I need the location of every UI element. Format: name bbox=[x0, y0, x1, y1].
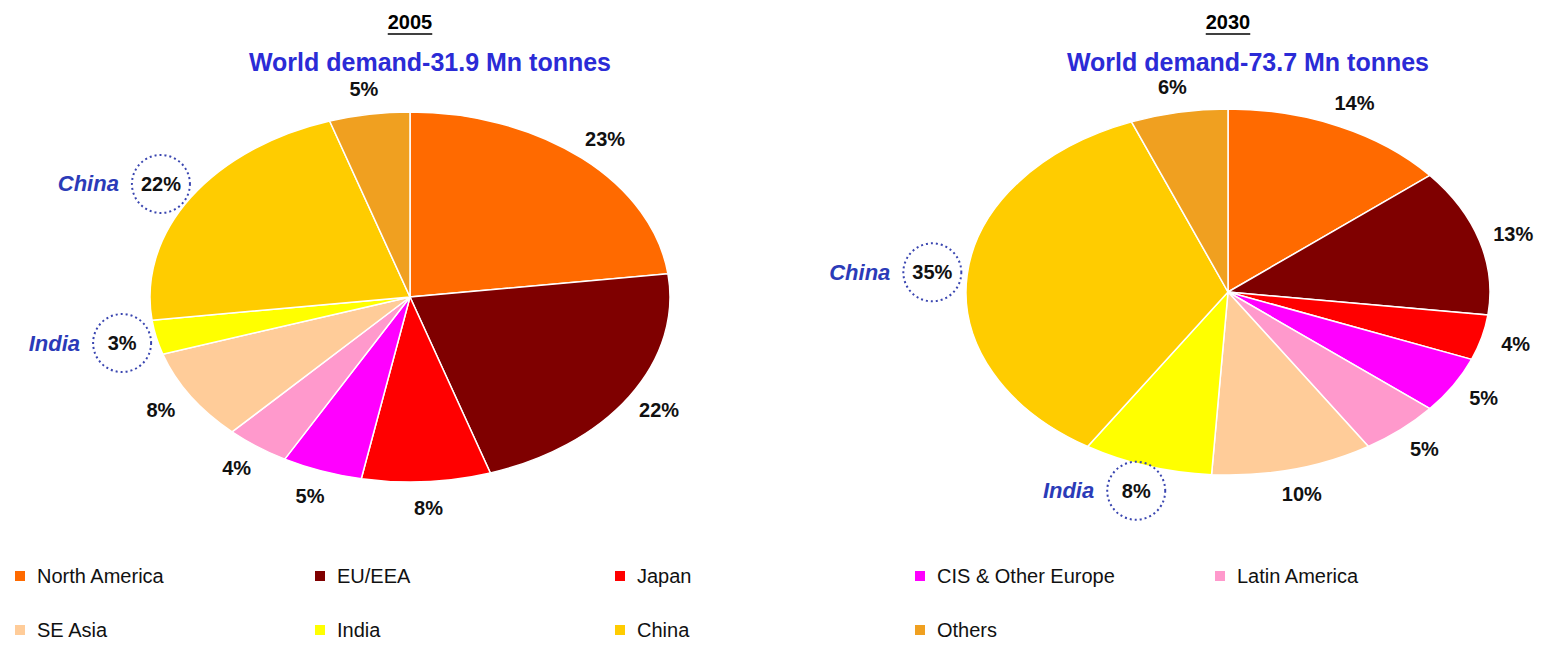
annotation: India bbox=[1043, 478, 1094, 503]
data-label: 10% bbox=[1282, 483, 1322, 505]
data-label: 6% bbox=[1158, 76, 1187, 98]
legend-swatch bbox=[615, 625, 625, 635]
legend-label: CIS & Other Europe bbox=[937, 565, 1115, 587]
legend-swatch bbox=[315, 625, 325, 635]
legend-item: India bbox=[315, 619, 381, 641]
annotation: China bbox=[829, 260, 890, 285]
legend-item: China bbox=[615, 619, 690, 641]
title-underline bbox=[388, 33, 433, 35]
legend: North America EU/EEA Japan CIS & Other Euro… bbox=[15, 565, 1359, 641]
data-label: 14% bbox=[1334, 92, 1374, 114]
annotation: China bbox=[58, 171, 119, 196]
pie-slice bbox=[1228, 175, 1490, 315]
annotation-ring bbox=[93, 314, 151, 372]
pie-panel: 2005 World demand-31.9 Mn tonnes 23% 22% 8% 5… bbox=[29, 11, 680, 519]
pie-panel: 2030 World demand-73.7 Mn tonnes 14% 13% 4% 5… bbox=[829, 11, 1533, 520]
legend-swatch bbox=[915, 571, 925, 581]
data-label: 5% bbox=[296, 485, 325, 507]
legend-label: Latin America bbox=[1237, 565, 1359, 587]
data-label: 8% bbox=[414, 497, 443, 519]
pie-title: 2005 bbox=[388, 11, 433, 33]
legend-label: China bbox=[637, 619, 690, 641]
pie-subtitle: World demand-73.7 Mn tonnes bbox=[1067, 48, 1429, 76]
pie-slice bbox=[1132, 109, 1228, 292]
title-underline bbox=[1206, 33, 1251, 35]
annotation-ring bbox=[903, 243, 961, 301]
legend-label: SE Asia bbox=[37, 619, 108, 641]
data-label: 35% bbox=[912, 261, 952, 283]
data-label: 4% bbox=[1501, 333, 1530, 355]
legend-label: Others bbox=[937, 619, 997, 641]
annotation: India bbox=[29, 331, 80, 356]
legend-label: Japan bbox=[637, 565, 692, 587]
data-label: 5% bbox=[1469, 387, 1498, 409]
legend-swatch bbox=[615, 571, 625, 581]
legend-swatch bbox=[915, 625, 925, 635]
data-labels: 14% 13% 4% 5% 5% 10% 8% 35% 6% bbox=[912, 76, 1533, 506]
data-label: 3% bbox=[108, 332, 137, 354]
data-label: 5% bbox=[349, 78, 378, 100]
legend-item: SE Asia bbox=[15, 619, 108, 641]
data-label: 22% bbox=[141, 173, 181, 195]
annotation-ring bbox=[1107, 462, 1165, 520]
data-label: 23% bbox=[585, 128, 625, 150]
legend-item: Latin America bbox=[1215, 565, 1359, 587]
pie-subtitle: World demand-31.9 Mn tonnes bbox=[249, 48, 611, 76]
pie-slices bbox=[966, 109, 1490, 475]
data-label: 8% bbox=[146, 399, 175, 421]
legend-swatch bbox=[315, 571, 325, 581]
data-label: 5% bbox=[1410, 438, 1439, 460]
legend-label: North America bbox=[37, 565, 165, 587]
legend-item: North America bbox=[15, 565, 165, 587]
legend-swatch bbox=[1215, 571, 1225, 581]
legend-item: EU/EEA bbox=[315, 565, 411, 587]
annotation-ring bbox=[132, 155, 190, 213]
pie-title: 2030 bbox=[1206, 11, 1251, 33]
legend-swatch bbox=[15, 571, 25, 581]
legend-item: Japan bbox=[615, 565, 692, 587]
pie-slice bbox=[1212, 292, 1369, 475]
legend-item: CIS & Other Europe bbox=[915, 565, 1115, 587]
data-label: 22% bbox=[639, 399, 679, 421]
legend-label: EU/EEA bbox=[337, 565, 411, 587]
legend-label: India bbox=[337, 619, 381, 641]
pie-slices bbox=[150, 112, 670, 482]
data-label: 13% bbox=[1493, 223, 1533, 245]
legend-swatch bbox=[15, 625, 25, 635]
chart: 2005 World demand-31.9 Mn tonnes 23% 22% 8% 5… bbox=[0, 0, 1554, 650]
legend-item: Others bbox=[915, 619, 997, 641]
data-labels: 23% 22% 8% 5% 4% 8% 3% 22% 5% bbox=[108, 78, 680, 519]
data-label: 4% bbox=[222, 457, 251, 479]
data-label: 8% bbox=[1122, 480, 1151, 502]
pie-slice bbox=[330, 112, 410, 297]
pie-slice bbox=[410, 112, 668, 297]
